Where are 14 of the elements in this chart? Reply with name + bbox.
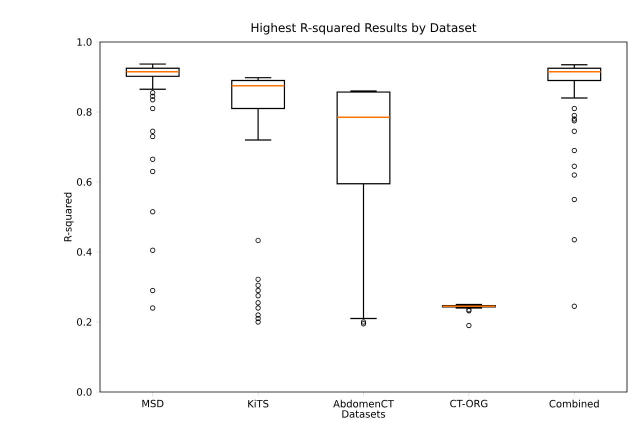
y-tick-label: 0.8 [77, 108, 92, 116]
y-tick-label: 0.6 [77, 178, 92, 186]
chart-title: Highest R-squared Results by Dataset [252, 22, 476, 34]
x-tick-label: KiTS [248, 400, 268, 408]
y-axis-title: R-squared [64, 192, 74, 242]
y-tick-label: 1.0 [77, 38, 92, 46]
x-tick-label: Combined [550, 400, 599, 408]
x-tick-label: AbdomenCT [333, 400, 394, 408]
y-tick-label: 0.0 [77, 388, 92, 396]
y-tick-label: 0.2 [77, 318, 92, 326]
y-tick-label: 0.4 [77, 248, 92, 256]
x-tick-label: CT-ORG [450, 400, 488, 408]
x-axis-title: Datasets [342, 410, 386, 418]
x-tick-label: MSD [142, 400, 164, 408]
